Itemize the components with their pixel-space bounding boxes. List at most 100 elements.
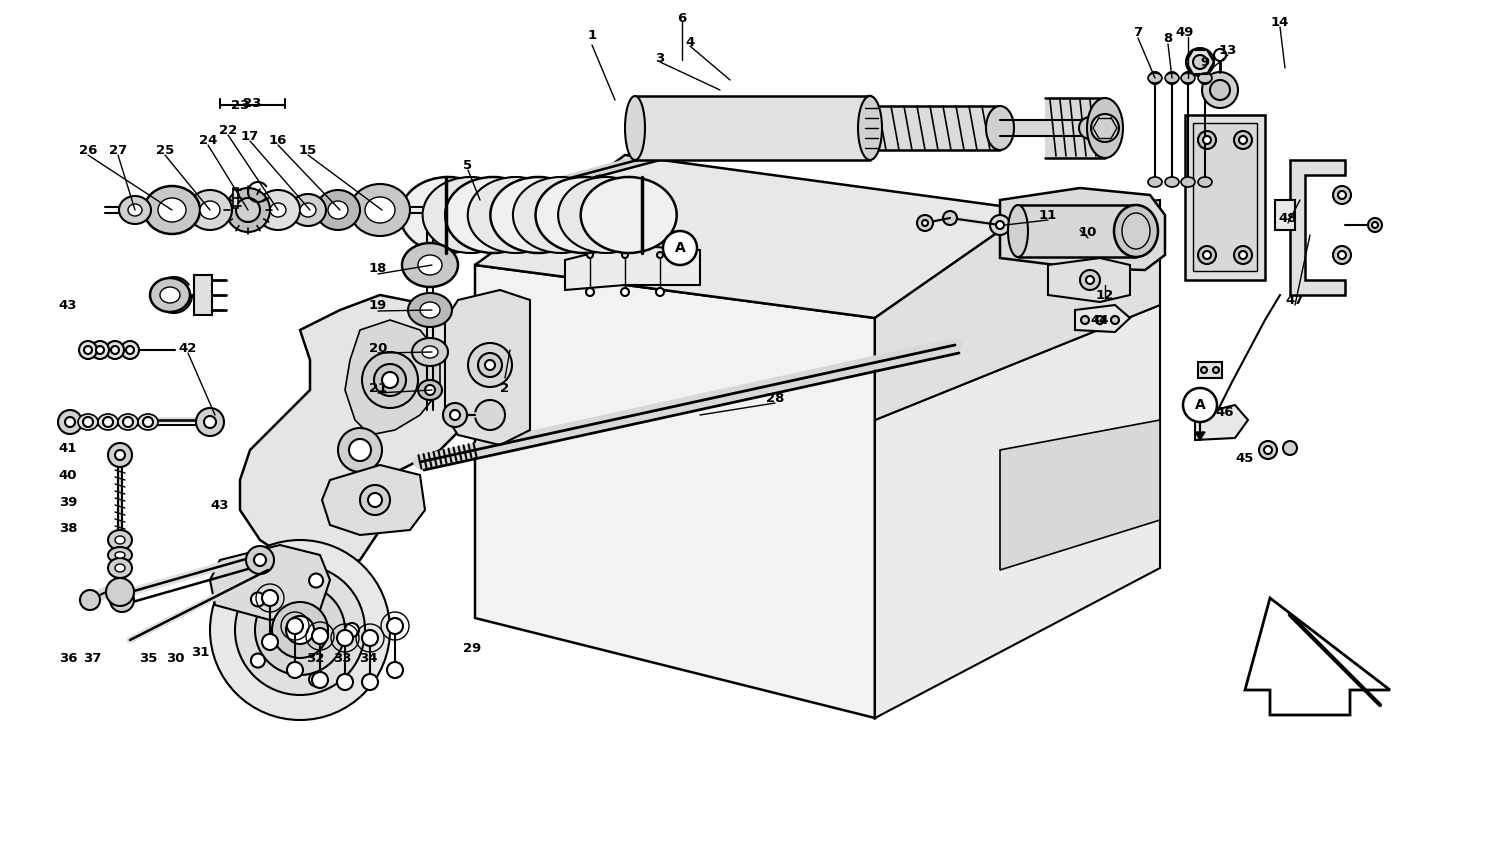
Text: 26: 26 bbox=[80, 143, 98, 157]
Circle shape bbox=[204, 416, 216, 428]
Circle shape bbox=[80, 341, 98, 359]
Circle shape bbox=[1198, 131, 1216, 149]
Text: 17: 17 bbox=[242, 130, 260, 142]
Text: 15: 15 bbox=[298, 143, 316, 157]
Circle shape bbox=[1198, 246, 1216, 264]
Circle shape bbox=[92, 341, 110, 359]
Text: 16: 16 bbox=[268, 134, 286, 147]
Circle shape bbox=[1149, 72, 1161, 84]
Ellipse shape bbox=[256, 190, 300, 230]
Ellipse shape bbox=[1114, 205, 1158, 257]
Bar bbox=[634, 96, 870, 160]
Circle shape bbox=[478, 353, 502, 377]
Circle shape bbox=[1338, 251, 1346, 259]
Circle shape bbox=[990, 215, 1010, 235]
Ellipse shape bbox=[1166, 177, 1179, 187]
Ellipse shape bbox=[200, 201, 220, 219]
Polygon shape bbox=[345, 320, 439, 435]
Circle shape bbox=[80, 590, 100, 610]
Text: 6: 6 bbox=[678, 12, 687, 25]
Ellipse shape bbox=[116, 564, 124, 572]
Circle shape bbox=[442, 403, 466, 427]
Ellipse shape bbox=[580, 177, 676, 253]
Ellipse shape bbox=[144, 186, 200, 234]
Text: 44: 44 bbox=[1090, 313, 1108, 326]
Ellipse shape bbox=[138, 414, 158, 430]
Ellipse shape bbox=[300, 203, 316, 217]
Circle shape bbox=[424, 385, 435, 395]
Polygon shape bbox=[1245, 598, 1391, 715]
Circle shape bbox=[1080, 270, 1100, 290]
Text: 31: 31 bbox=[190, 645, 208, 658]
Polygon shape bbox=[1000, 420, 1160, 570]
Ellipse shape bbox=[536, 177, 632, 253]
Circle shape bbox=[1258, 441, 1276, 459]
Circle shape bbox=[104, 417, 112, 427]
Text: 37: 37 bbox=[82, 651, 100, 665]
Circle shape bbox=[251, 592, 266, 606]
Circle shape bbox=[272, 602, 328, 658]
Text: 8: 8 bbox=[1164, 31, 1173, 45]
Circle shape bbox=[1203, 136, 1210, 144]
Circle shape bbox=[210, 540, 390, 720]
Circle shape bbox=[1234, 131, 1252, 149]
Text: 29: 29 bbox=[464, 641, 482, 655]
Circle shape bbox=[387, 618, 404, 634]
Circle shape bbox=[1086, 276, 1094, 284]
Text: 41: 41 bbox=[58, 441, 76, 455]
Circle shape bbox=[196, 408, 223, 436]
Circle shape bbox=[58, 410, 82, 434]
Bar bbox=[1000, 120, 1090, 136]
Bar bbox=[194, 275, 211, 315]
Text: 45: 45 bbox=[1236, 451, 1254, 464]
Ellipse shape bbox=[158, 198, 186, 222]
Ellipse shape bbox=[188, 190, 232, 230]
Circle shape bbox=[262, 590, 278, 606]
Text: A: A bbox=[1194, 398, 1206, 412]
Text: 22: 22 bbox=[219, 124, 237, 136]
Circle shape bbox=[362, 674, 378, 690]
Circle shape bbox=[944, 211, 957, 225]
Text: 30: 30 bbox=[165, 651, 184, 665]
Ellipse shape bbox=[108, 547, 132, 563]
Circle shape bbox=[468, 343, 512, 387]
Circle shape bbox=[286, 616, 314, 644]
Circle shape bbox=[309, 573, 322, 588]
Text: 49: 49 bbox=[1176, 25, 1194, 38]
Circle shape bbox=[1096, 316, 1104, 324]
Text: 10: 10 bbox=[1078, 225, 1096, 239]
Circle shape bbox=[1166, 72, 1178, 84]
Text: 40: 40 bbox=[58, 468, 78, 481]
Circle shape bbox=[1082, 316, 1089, 324]
Ellipse shape bbox=[350, 184, 410, 236]
Circle shape bbox=[236, 198, 260, 222]
Circle shape bbox=[450, 410, 460, 420]
Polygon shape bbox=[1290, 160, 1346, 295]
Circle shape bbox=[1239, 136, 1246, 144]
Ellipse shape bbox=[1122, 213, 1150, 249]
Bar bbox=[1046, 98, 1106, 158]
Text: 25: 25 bbox=[156, 143, 174, 157]
Circle shape bbox=[84, 346, 92, 354]
Ellipse shape bbox=[150, 278, 190, 312]
Text: 18: 18 bbox=[369, 262, 387, 274]
Ellipse shape bbox=[1148, 177, 1162, 187]
Circle shape bbox=[286, 662, 303, 678]
Polygon shape bbox=[874, 200, 1160, 420]
Circle shape bbox=[1239, 251, 1246, 259]
Polygon shape bbox=[210, 545, 330, 620]
Text: 20: 20 bbox=[369, 341, 387, 355]
Text: 24: 24 bbox=[200, 134, 217, 147]
Ellipse shape bbox=[108, 558, 132, 578]
Circle shape bbox=[360, 485, 390, 515]
Text: 38: 38 bbox=[58, 522, 78, 534]
Circle shape bbox=[586, 252, 592, 258]
Ellipse shape bbox=[118, 414, 138, 430]
Circle shape bbox=[656, 288, 664, 296]
Ellipse shape bbox=[160, 287, 180, 303]
Circle shape bbox=[1198, 72, 1210, 84]
Circle shape bbox=[387, 662, 404, 678]
Circle shape bbox=[1334, 186, 1352, 204]
Circle shape bbox=[1264, 446, 1272, 454]
Ellipse shape bbox=[419, 255, 442, 275]
